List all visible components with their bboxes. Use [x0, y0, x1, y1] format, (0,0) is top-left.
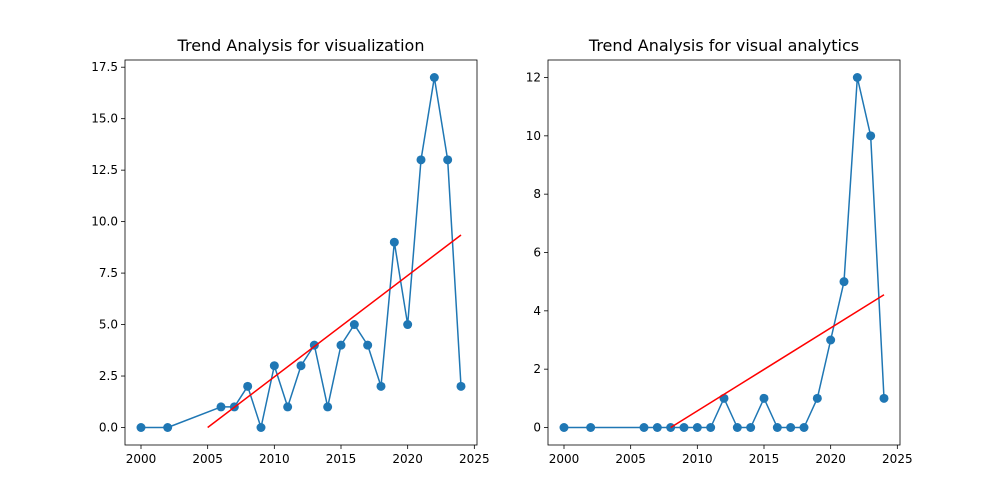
- data-point: [269, 361, 279, 371]
- y-tick-label: 7.5: [99, 266, 118, 280]
- data-point: [403, 320, 413, 330]
- plot-frame: [547, 59, 901, 446]
- data-point: [349, 320, 359, 330]
- data-point: [243, 381, 253, 391]
- data-point: [652, 423, 662, 432]
- x-tick-label: 2025: [459, 452, 490, 466]
- data-point: [812, 393, 822, 403]
- data-point: [296, 361, 306, 371]
- y-tick-label: 15.0: [91, 112, 118, 126]
- data-point: [376, 381, 386, 391]
- data-point: [256, 423, 266, 432]
- data-point: [136, 423, 146, 432]
- data-point: [692, 423, 702, 432]
- x-tick-label: 2025: [882, 452, 913, 466]
- data-point: [389, 237, 399, 247]
- series-line: [141, 76, 462, 429]
- trend-line: [207, 234, 462, 429]
- chart-title: Trend Analysis for visual analytics: [588, 36, 859, 55]
- data-point: [879, 393, 889, 403]
- data-point: [706, 423, 716, 432]
- x-tick-label: 2020: [815, 452, 846, 466]
- data-point: [416, 155, 426, 165]
- data-point: [363, 340, 373, 350]
- trend-line: [670, 294, 885, 429]
- x-tick-label: 2005: [615, 452, 646, 466]
- data-point: [826, 335, 836, 345]
- x-tick-label: 2015: [326, 452, 357, 466]
- chart-1: Trend Analysis for visualization 2000 2005…: [91, 36, 489, 466]
- y-tick-label: 6: [533, 246, 541, 260]
- chart-2: Trend Analysis for visual analytics 2000 2…: [526, 36, 913, 466]
- data-point: [839, 277, 849, 287]
- y-tick-label: 10.0: [91, 215, 118, 229]
- data-point: [866, 131, 876, 141]
- data-point: [586, 423, 596, 432]
- series-line: [564, 76, 885, 429]
- data-point: [746, 423, 756, 432]
- y-tick-label: 0: [533, 421, 541, 435]
- plot-frame: [124, 59, 478, 446]
- data-point: [283, 402, 293, 412]
- y-tick-label: 10: [526, 129, 541, 143]
- data-point: [336, 340, 346, 350]
- y-tick-label: 12: [526, 71, 541, 85]
- x-tick-label: 2010: [259, 452, 290, 466]
- y-tick-label: 2: [533, 362, 541, 376]
- y-tick-label: 5.0: [99, 318, 118, 332]
- data-point: [456, 381, 466, 391]
- data-point: [799, 423, 809, 432]
- x-tick-label: 2000: [549, 452, 580, 466]
- data-point: [852, 73, 862, 82]
- data-point: [679, 423, 689, 432]
- data-point: [163, 423, 173, 432]
- x-tick-label: 2005: [192, 452, 223, 466]
- data-point: [216, 402, 226, 412]
- data-point: [559, 423, 569, 432]
- x-tick-label: 2020: [392, 452, 423, 466]
- data-point: [772, 423, 782, 432]
- y-tick-label: 8: [533, 187, 541, 201]
- y-tick-label: 4: [533, 304, 541, 318]
- data-point: [732, 423, 742, 432]
- chart-title: Trend Analysis for visualization: [177, 36, 425, 55]
- data-point: [443, 155, 453, 165]
- y-tick-label: 17.5: [91, 60, 118, 74]
- x-tick-label: 2010: [682, 452, 713, 466]
- y-tick-label: 0.0: [99, 421, 118, 435]
- y-tick-label: 12.5: [91, 163, 118, 177]
- y-tick-label: 2.5: [99, 369, 118, 383]
- data-point: [786, 423, 796, 432]
- data-point: [759, 393, 769, 403]
- x-tick-label: 2000: [126, 452, 157, 466]
- data-point: [429, 73, 439, 82]
- x-tick-label: 2015: [749, 452, 780, 466]
- data-point: [323, 402, 333, 412]
- data-point: [639, 423, 649, 432]
